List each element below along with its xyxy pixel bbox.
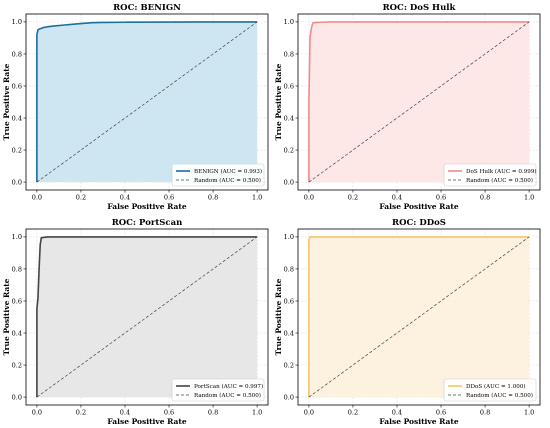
x-tick-label: 0.4 <box>392 409 402 417</box>
y-tick-label: 1.0 <box>12 233 22 241</box>
legend: BENIGN (AUC = 0.993) Random (AUC = 0.500) <box>171 163 265 187</box>
x-axis-label: False Positive Rate <box>107 417 187 426</box>
x-tick-label: 0.0 <box>304 194 314 202</box>
legend-label: Random (AUC = 0.500) <box>194 177 261 184</box>
panel-title: ROC: PortScan <box>112 218 183 228</box>
legend-box <box>171 378 265 402</box>
y-tick-label: 0.6 <box>12 297 22 305</box>
legend: DoS Hulk (AUC = 0.999) Random (AUC = 0.50… <box>443 163 537 187</box>
panel-title: ROC: DoS Hulk <box>383 3 457 13</box>
y-tick-label: 0.6 <box>12 82 22 90</box>
legend-label: BENIGN (AUC = 0.993) <box>194 168 262 175</box>
legend-label: DoS Hulk (AUC = 0.999) <box>466 168 537 175</box>
y-axis-label: True Positive Rate <box>274 63 283 140</box>
x-tick-label: 0.6 <box>164 194 174 202</box>
x-tick-label: 0.0 <box>304 409 314 417</box>
x-tick-label: 1.0 <box>252 194 262 202</box>
x-tick-label: 0.4 <box>392 194 402 202</box>
y-tick-label: 0.6 <box>284 297 294 305</box>
y-tick-label: 0.8 <box>12 265 22 273</box>
panel-title: ROC: BENIGN <box>113 3 181 13</box>
y-tick-label: 1.0 <box>284 18 294 26</box>
x-tick-label: 0.2 <box>348 409 358 417</box>
x-tick-label: 0.6 <box>164 409 174 417</box>
x-tick-label: 0.2 <box>76 194 86 202</box>
x-tick-label: 0.2 <box>76 409 86 417</box>
roc-panel-2: 0.0 0.2 0.4 0.6 0.8 1.0 0.0 0.2 0.4 0.6 0.8 1.0 ROC:… <box>274 3 541 211</box>
x-tick-label: 0.6 <box>436 409 446 417</box>
plot-frame <box>297 228 541 406</box>
y-tick-label: 0.2 <box>12 361 22 369</box>
random-baseline <box>308 236 530 398</box>
legend-label: PortScan (AUC = 0.997) <box>194 383 263 390</box>
y-tick-label: 0.8 <box>12 50 22 58</box>
roc-curve <box>36 21 258 183</box>
legend: PortScan (AUC = 0.997) Random (AUC = 0.50… <box>171 378 265 402</box>
roc-curve <box>308 21 530 183</box>
x-tick-label: 0.4 <box>120 409 130 417</box>
panel-title: ROC: DDoS <box>392 218 446 228</box>
roc-panel-4: 0.0 0.2 0.4 0.6 0.8 1.0 0.0 0.2 0.4 0.6 0.8 1.0 ROC:… <box>274 218 541 426</box>
legend-box <box>443 163 537 187</box>
y-tick-label: 1.0 <box>284 233 294 241</box>
y-tick-label: 0.2 <box>284 146 294 154</box>
legend-label: Random (AUC = 0.500) <box>194 392 261 399</box>
y-tick-label: 0.2 <box>284 361 294 369</box>
x-tick-label: 0.4 <box>120 194 130 202</box>
legend-box <box>443 378 537 402</box>
legend: DDoS (AUC = 1.000) Random (AUC = 0.500) <box>443 378 537 402</box>
y-tick-label: 0.6 <box>284 82 294 90</box>
y-tick-label: 1.0 <box>12 18 22 26</box>
y-axis-label: True Positive Rate <box>274 278 283 355</box>
plot-frame <box>297 13 541 191</box>
roc-panel-1: 0.0 0.2 0.4 0.6 0.8 1.0 0.0 0.2 0.4 0.6 0.8 1.0 ROC:… <box>2 3 269 211</box>
y-tick-label: 0.4 <box>284 329 294 337</box>
x-tick-label: 1.0 <box>252 409 262 417</box>
x-axis-label: False Positive Rate <box>107 202 187 211</box>
y-tick-label: 0.8 <box>284 265 294 273</box>
y-axis-label: True Positive Rate <box>2 63 11 140</box>
random-baseline <box>36 21 258 183</box>
x-tick-label: 0.8 <box>208 194 218 202</box>
y-tick-label: 0.0 <box>12 178 22 186</box>
roc-curve <box>36 236 258 398</box>
y-tick-label: 0.2 <box>12 146 22 154</box>
plot-frame <box>25 13 269 191</box>
roc-curve <box>308 236 530 398</box>
plot-frame <box>25 228 269 406</box>
y-tick-label: 0.0 <box>12 393 22 401</box>
y-tick-label: 0.4 <box>12 114 22 122</box>
legend-box <box>171 163 265 187</box>
y-tick-label: 0.8 <box>284 50 294 58</box>
random-baseline <box>36 236 258 398</box>
legend-label: DDoS (AUC = 1.000) <box>466 383 526 390</box>
x-axis-label: False Positive Rate <box>379 202 459 211</box>
x-axis-label: False Positive Rate <box>379 417 459 426</box>
x-tick-label: 0.2 <box>348 194 358 202</box>
legend-label: Random (AUC = 0.500) <box>466 392 533 399</box>
x-tick-label: 0.8 <box>480 194 490 202</box>
roc-panel-3: 0.0 0.2 0.4 0.6 0.8 1.0 0.0 0.2 0.4 0.6 0.8 1.0 ROC:… <box>2 218 269 426</box>
legend-label: Random (AUC = 0.500) <box>466 177 533 184</box>
y-tick-label: 0.4 <box>12 329 22 337</box>
x-tick-label: 0.6 <box>436 194 446 202</box>
y-tick-label: 0.0 <box>284 178 294 186</box>
x-tick-label: 0.0 <box>32 409 42 417</box>
x-tick-label: 0.0 <box>32 194 42 202</box>
y-axis-label: True Positive Rate <box>2 278 11 355</box>
x-tick-label: 0.8 <box>480 409 490 417</box>
y-tick-label: 0.4 <box>284 114 294 122</box>
y-tick-label: 0.0 <box>284 393 294 401</box>
x-tick-label: 1.0 <box>524 409 534 417</box>
x-tick-label: 0.8 <box>208 409 218 417</box>
random-baseline <box>308 21 530 183</box>
x-tick-label: 1.0 <box>524 194 534 202</box>
